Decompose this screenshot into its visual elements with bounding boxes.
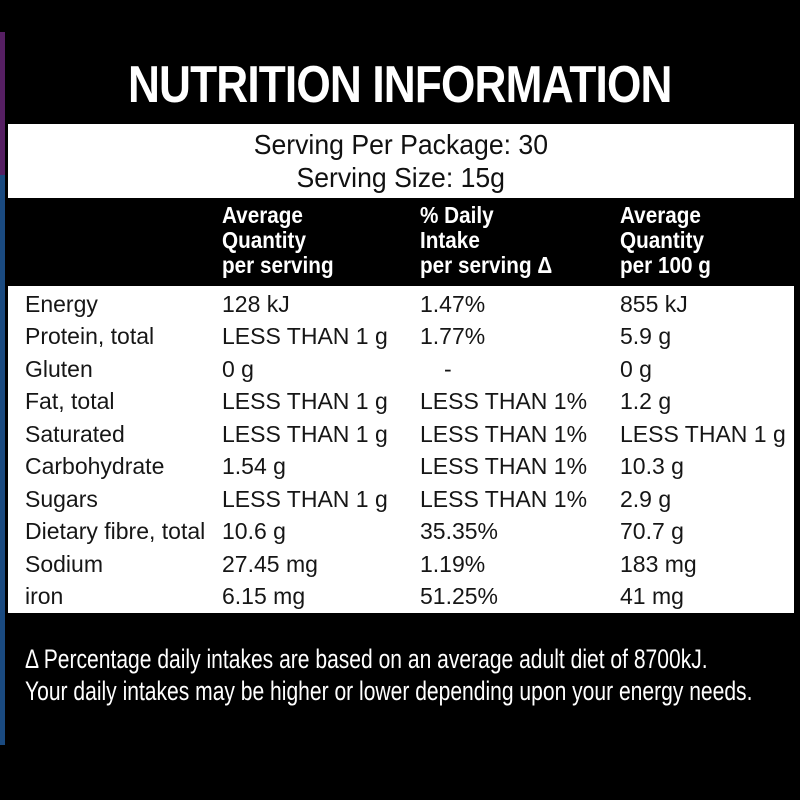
value-daily-intake: LESS THAN 1% — [420, 485, 588, 512]
table-row: Saturated LESS THAN 1 g LESS THAN 1% LES… — [8, 418, 794, 451]
value-daily-intake: 1.47% — [420, 290, 486, 317]
value-daily-intake: 51.25% — [420, 583, 499, 610]
nutrient-name: iron — [25, 583, 64, 610]
table-row: Carbohydrate 1.54 g LESS THAN 1% 10.3 g — [8, 451, 794, 484]
serving-info-panel: Serving Per Package: 30 Serving Size: 15… — [8, 124, 794, 198]
value-daily-intake: LESS THAN 1% — [420, 453, 588, 480]
value-per-100g: 2.9 g — [620, 485, 672, 512]
value-per-100g: 183 mg — [620, 550, 697, 577]
value-daily-intake: LESS THAN 1% — [420, 388, 588, 415]
nutrient-name: Fat, total — [25, 388, 115, 415]
nutrient-name: Sodium — [25, 550, 103, 577]
page-title: NUTRITION INFORMATION — [0, 58, 800, 112]
value-per-100g: 1.2 g — [620, 388, 672, 415]
value-daily-intake: 35.35% — [420, 518, 499, 545]
left-strip-purple — [0, 32, 5, 175]
value-per-100g: 855 kJ — [620, 290, 688, 317]
value-per-serving: LESS THAN 1 g — [222, 485, 388, 512]
value-per-100g: 0 g — [620, 355, 652, 382]
footnote-line-2: Your daily intakes may be higher or lowe… — [25, 676, 753, 706]
table-row: Sugars LESS THAN 1 g LESS THAN 1% 2.9 g — [8, 483, 794, 516]
nutrient-name: Energy — [25, 290, 98, 317]
table-row: Dietary fibre, total 10.6 g 35.35% 70.7 … — [8, 516, 794, 549]
nutrition-table: Energy 128 kJ 1.47% 855 kJ Protein, tota… — [8, 286, 794, 613]
header-col-per-100g: Average Quantity per 100 g — [620, 202, 711, 278]
value-per-100g: 70.7 g — [620, 518, 684, 545]
value-daily-intake: - — [444, 355, 452, 382]
table-header: Average Quantity per serving % Daily Int… — [8, 203, 794, 278]
header-col-per-serving: Average Quantity per serving — [222, 202, 334, 278]
value-per-serving: 1.54 g — [222, 453, 286, 480]
header-spacer — [8, 203, 222, 278]
value-per-serving: LESS THAN 1 g — [222, 323, 388, 350]
table-row: Gluten 0 g - 0 g — [8, 353, 794, 386]
value-daily-intake: 1.19% — [420, 550, 486, 577]
value-per-serving: LESS THAN 1 g — [222, 388, 388, 415]
table-row: Sodium 27.45 mg 1.19% 183 mg — [8, 548, 794, 581]
serving-size: Serving Size: 15g — [296, 162, 506, 193]
footnote-line-1: Δ Percentage daily intakes are based on … — [25, 644, 708, 674]
value-daily-intake: LESS THAN 1% — [420, 420, 588, 447]
value-daily-intake: 1.77% — [420, 323, 486, 350]
value-per-serving: 6.15 mg — [222, 583, 306, 610]
table-row: Fat, total LESS THAN 1 g LESS THAN 1% 1.… — [8, 386, 794, 419]
value-per-100g: LESS THAN 1 g — [620, 420, 786, 447]
value-per-serving: 128 kJ — [222, 290, 290, 317]
page-title-text: NUTRITION INFORMATION — [128, 56, 672, 114]
nutrient-name: Protein, total — [25, 323, 155, 350]
nutrient-name: Carbohydrate — [25, 453, 165, 480]
value-per-serving: 0 g — [222, 355, 254, 382]
nutrient-name: Saturated — [25, 420, 125, 447]
value-per-serving: 10.6 g — [222, 518, 286, 545]
header-col-daily-intake: % Daily Intake per serving Δ — [420, 202, 553, 278]
value-per-serving: LESS THAN 1 g — [222, 420, 388, 447]
value-per-serving: 27.45 mg — [222, 550, 318, 577]
nutrient-name: Gluten — [25, 355, 93, 382]
nutrient-name: Sugars — [25, 485, 98, 512]
table-row: Protein, total LESS THAN 1 g 1.77% 5.9 g — [8, 321, 794, 354]
daily-intake-footnote: Δ Percentage daily intakes are based on … — [25, 643, 752, 707]
nutrient-name: Dietary fibre, total — [25, 518, 206, 545]
value-per-100g: 41 mg — [620, 583, 684, 610]
left-strip-blue — [0, 175, 5, 745]
table-row: Energy 128 kJ 1.47% 855 kJ — [8, 288, 794, 321]
value-per-100g: 5.9 g — [620, 323, 672, 350]
value-per-100g: 10.3 g — [620, 453, 684, 480]
table-row: iron 6.15 mg 51.25% 41 mg — [8, 581, 794, 614]
serving-per-package: Serving Per Package: 30 — [253, 129, 549, 160]
